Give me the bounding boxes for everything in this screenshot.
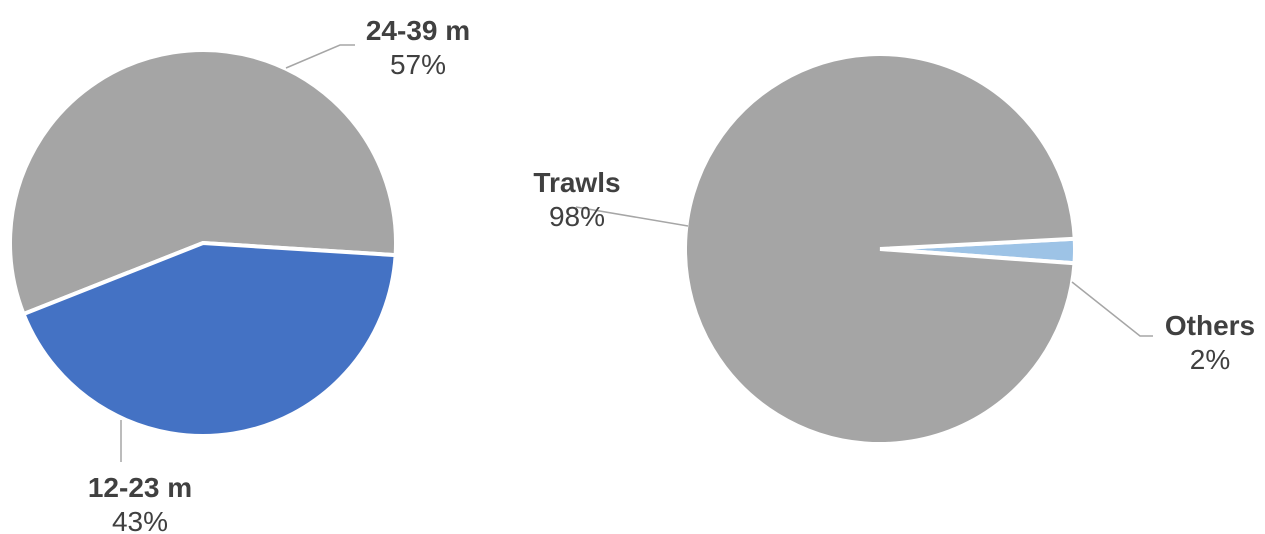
slice-label-others: Others — [1165, 310, 1255, 341]
pie-chart-vessel-length: 24-39 m57% 12-23 m 43% — [8, 15, 470, 534]
slice-label-24-39-m: 24-39 m — [366, 15, 470, 46]
pie-slice-trawls — [683, 52, 1077, 447]
slice-percent-24-39-m: 57% — [390, 49, 446, 80]
slice-label-12-23-m: 12-23 m — [88, 472, 192, 503]
slice-percent-trawls: 98% — [549, 201, 605, 232]
slice-label-trawls: Trawls — [533, 167, 620, 198]
slice-percent-12-23-m: 43% — [112, 506, 168, 534]
pie-slice-12-23-m — [20, 240, 398, 438]
leader-line-24-39-m — [285, 44, 355, 69]
slice-percent-others: 2% — [1190, 344, 1230, 375]
leader-line-trawls — [575, 206, 689, 227]
leader-line-others — [1071, 281, 1153, 337]
